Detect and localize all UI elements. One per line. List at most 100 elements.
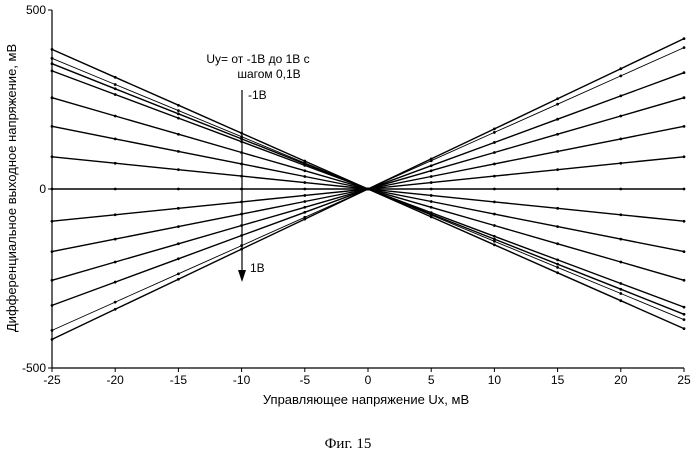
- y-tick-label: 500: [26, 3, 46, 17]
- data-point: [683, 250, 686, 253]
- data-point: [556, 207, 559, 210]
- data-point: [114, 261, 117, 264]
- data-point: [177, 207, 180, 210]
- data-point: [177, 109, 180, 112]
- x-tick-label: 25: [677, 373, 691, 387]
- data-point: [114, 301, 117, 304]
- x-tick-label: -15: [170, 373, 188, 387]
- data-point: [619, 74, 622, 77]
- data-point: [619, 188, 622, 191]
- data-point: [51, 62, 54, 65]
- data-point: [430, 211, 433, 214]
- data-point: [493, 224, 496, 227]
- data-point: [177, 257, 180, 260]
- data-point: [493, 131, 496, 134]
- data-point: [177, 112, 180, 115]
- data-point: [367, 188, 370, 191]
- data-point: [114, 93, 117, 96]
- data-point: [683, 37, 686, 40]
- data-point: [493, 235, 496, 238]
- y-tick-group: 5000-500: [22, 3, 52, 375]
- data-point: [683, 188, 686, 191]
- data-point: [114, 137, 117, 140]
- data-point: [493, 127, 496, 130]
- data-point: [303, 181, 306, 184]
- data-point: [556, 133, 559, 136]
- data-point: [619, 282, 622, 285]
- data-point: [683, 71, 686, 74]
- data-point: [556, 263, 559, 266]
- x-tick-label: -10: [233, 373, 251, 387]
- data-point: [493, 213, 496, 216]
- data-point: [177, 133, 180, 136]
- arrow-end-label: 1B: [250, 261, 265, 275]
- data-point: [303, 169, 306, 172]
- series-group: [51, 37, 686, 341]
- data-point: [556, 266, 559, 269]
- data-point: [303, 164, 306, 167]
- data-point: [430, 181, 433, 184]
- data-point: [51, 125, 54, 128]
- data-point: [177, 117, 180, 120]
- data-point: [683, 125, 686, 128]
- data-point: [619, 95, 622, 98]
- data-point: [619, 115, 622, 118]
- x-tick-label: -20: [107, 373, 125, 387]
- data-point: [51, 304, 54, 307]
- data-point: [556, 168, 559, 171]
- data-point: [493, 151, 496, 154]
- data-point: [493, 238, 496, 241]
- data-point: [303, 211, 306, 214]
- data-point: [114, 87, 117, 90]
- data-point: [51, 329, 54, 332]
- data-point: [556, 242, 559, 245]
- data-point: [430, 164, 433, 167]
- data-point: [114, 281, 117, 284]
- data-point: [303, 206, 306, 209]
- data-point: [683, 306, 686, 309]
- data-point: [556, 271, 559, 274]
- data-point: [303, 175, 306, 178]
- data-point: [114, 76, 117, 79]
- data-point: [177, 242, 180, 245]
- data-point: [556, 225, 559, 228]
- y-tick-label: 0: [39, 182, 46, 196]
- data-point: [619, 261, 622, 264]
- data-point: [114, 83, 117, 86]
- data-point: [51, 155, 54, 158]
- data-point: [493, 163, 496, 166]
- data-point: [303, 200, 306, 203]
- data-point: [114, 162, 117, 165]
- data-point: [303, 218, 306, 221]
- data-point: [430, 169, 433, 172]
- x-tick-label: 20: [614, 373, 628, 387]
- data-point: [556, 258, 559, 261]
- data-point: [556, 103, 559, 106]
- data-point: [556, 118, 559, 121]
- data-point: [619, 67, 622, 70]
- data-point: [177, 188, 180, 191]
- data-point: [683, 327, 686, 330]
- data-point: [493, 175, 496, 178]
- data-point: [683, 155, 686, 158]
- data-point: [556, 150, 559, 153]
- data-point: [683, 46, 686, 49]
- x-tick-group: -25-20-15-10-50510152025: [43, 368, 691, 387]
- data-point: [619, 162, 622, 165]
- data-point: [303, 194, 306, 197]
- data-point: [430, 175, 433, 178]
- y-axis-title: Дифференциальное выходное напряжение, мВ: [4, 44, 19, 332]
- data-point: [430, 194, 433, 197]
- data-point: [177, 272, 180, 275]
- data-point: [51, 250, 54, 253]
- data-point: [430, 200, 433, 203]
- data-point: [177, 104, 180, 107]
- data-point: [556, 97, 559, 100]
- data-point: [177, 168, 180, 171]
- arrow-start-label: -1B: [248, 88, 267, 102]
- x-tick-label: 15: [551, 373, 565, 387]
- annotation-arrow-head: [238, 270, 246, 282]
- data-point: [619, 292, 622, 295]
- data-point: [619, 213, 622, 216]
- data-point: [177, 278, 180, 281]
